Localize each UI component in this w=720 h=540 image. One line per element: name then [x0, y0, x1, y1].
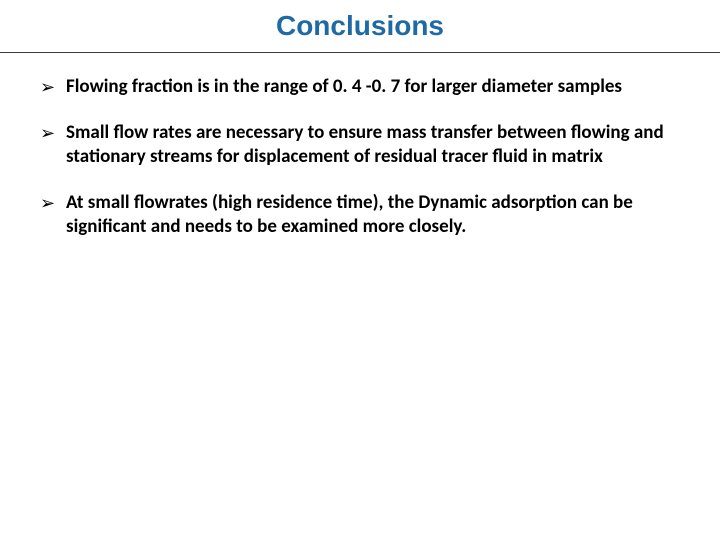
- slide: Conclusions ➢ Flowing fraction is in the…: [0, 0, 720, 540]
- bullet-text: Flowing fraction is in the range of 0. 4…: [66, 75, 680, 99]
- bullet-arrow-icon: ➢: [40, 75, 66, 99]
- content-area: ➢ Flowing fraction is in the range of 0.…: [0, 53, 720, 239]
- bullet-arrow-icon: ➢: [40, 191, 66, 215]
- slide-title: Conclusions: [276, 10, 444, 42]
- title-container: Conclusions: [0, 0, 720, 50]
- list-item: ➢ At small flowrates (high residence tim…: [40, 191, 680, 239]
- bullet-text: At small flowrates (high residence time)…: [66, 191, 680, 239]
- list-item: ➢ Flowing fraction is in the range of 0.…: [40, 75, 680, 99]
- bullet-arrow-icon: ➢: [40, 121, 66, 145]
- bullet-text: Small flow rates are necessary to ensure…: [66, 121, 680, 169]
- list-item: ➢ Small flow rates are necessary to ensu…: [40, 121, 680, 169]
